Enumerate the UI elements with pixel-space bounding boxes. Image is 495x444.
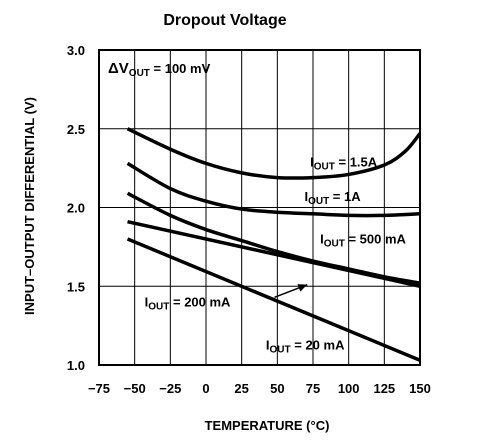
x-tick-label: −50	[124, 381, 146, 396]
series-line-4	[126, 237, 421, 362]
y-tick-label: 2.0	[67, 201, 85, 216]
condition-prefix: ΔV	[108, 60, 129, 77]
series-label: IOUT = 1.5A	[310, 155, 378, 173]
x-tick-label: 150	[409, 381, 431, 396]
series-line-1	[126, 161, 421, 218]
condition-label: ΔVOUT = 100 mV	[108, 60, 211, 79]
x-tick-label: 25	[234, 381, 248, 396]
condition-suffix: = 100 mV	[150, 61, 211, 76]
y-tick-label: 2.5	[67, 122, 85, 137]
series-label: IOUT = 20 mA	[266, 337, 345, 355]
condition-sub: OUT	[129, 68, 150, 79]
series-line-0	[126, 127, 422, 180]
y-tick-label: 1.5	[67, 279, 85, 294]
x-tick-label: 50	[270, 381, 284, 396]
series-labels: IOUT = 1.5A IOUT = 1A IOUT = 500 mA IOUT = …	[145, 155, 407, 356]
x-tick-label: 0	[202, 381, 209, 396]
y-axis-title: INPUT–OUTPUT DIFFERENTIAL (V)	[22, 97, 37, 315]
tick-labels: −75 −50 −25 0 25 50 75 100 125 150 1.0 1.5 2.0 2.5 3.0	[67, 43, 431, 396]
x-axis-title: TEMPERATURE (°C)	[205, 418, 330, 433]
series-layer	[126, 127, 422, 362]
series-label: IOUT = 200 mA	[145, 295, 231, 313]
annotation-arrow-head	[297, 284, 308, 292]
grid	[99, 50, 420, 365]
y-tick-label: 3.0	[67, 43, 85, 58]
chart-title: Dropout Voltage	[163, 12, 286, 29]
x-tick-label: −25	[159, 381, 181, 396]
series-line-3	[127, 219, 421, 288]
series-label: IOUT = 500 mA	[320, 232, 406, 250]
x-tick-label: −75	[88, 381, 110, 396]
x-tick-label: 100	[338, 381, 360, 396]
plot-frame	[98, 49, 421, 366]
series-label: IOUT = 1A	[304, 189, 361, 207]
x-tick-label: 75	[306, 381, 320, 396]
y-tick-label: 1.0	[67, 358, 85, 373]
x-tick-label: 125	[373, 381, 395, 396]
